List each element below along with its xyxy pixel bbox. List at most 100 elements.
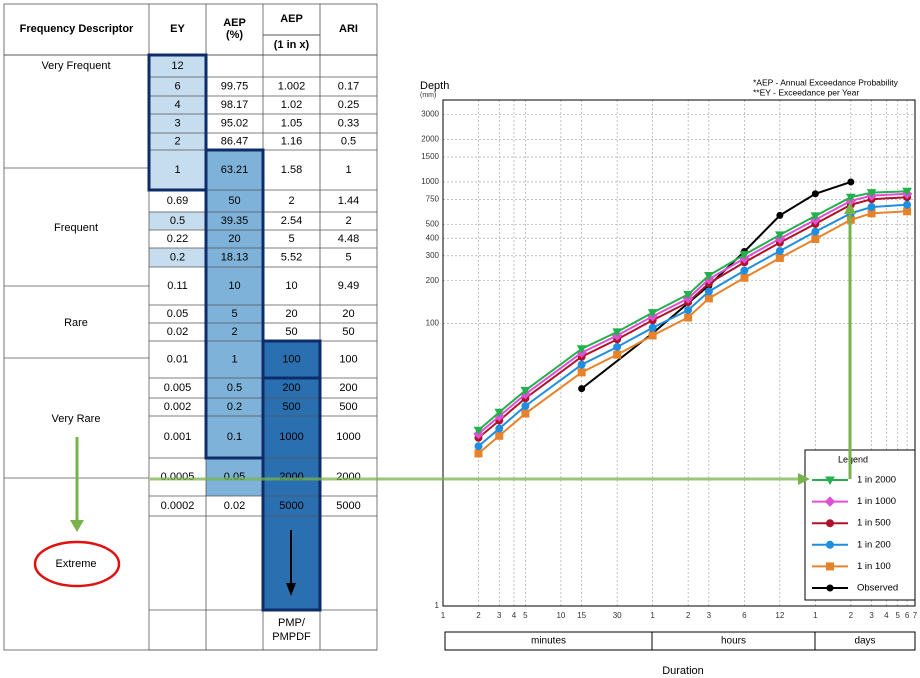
table-cell: 0.002 <box>164 401 192 413</box>
legend-title: Legend <box>838 454 868 464</box>
x-tick-label: 30 <box>613 611 622 620</box>
y-axis-unit: (mm) <box>420 92 436 99</box>
marker <box>578 385 586 393</box>
x-tick-label: 6 <box>905 611 910 620</box>
arrow-head <box>70 520 84 532</box>
arrow-head <box>798 473 810 485</box>
table-cell: 2 <box>288 195 294 207</box>
y-tick-label: 1000 <box>421 177 439 186</box>
x-tick-label: 4 <box>512 611 517 620</box>
series-line <box>477 210 908 455</box>
header-cell: ARI <box>339 23 358 35</box>
table-cell: 4.48 <box>338 233 359 245</box>
table-cell: 1 <box>345 164 351 176</box>
table-cell: 0.01 <box>167 353 188 365</box>
x-axis-label: Duration <box>662 665 704 677</box>
table-cell: 4 <box>174 99 180 111</box>
duration-group: days <box>854 636 875 647</box>
y-tick-label: 750 <box>426 195 440 204</box>
annotations <box>33 202 856 588</box>
header-cell: AEP <box>280 13 303 25</box>
header-cell: (1 in x) <box>274 39 310 51</box>
table-cell: 50 <box>228 195 240 207</box>
highlight-outline <box>204 148 265 460</box>
marker <box>648 331 657 340</box>
legend-label: 1 in 100 <box>857 561 891 572</box>
table-cell: 86.47 <box>221 135 249 147</box>
table-cell: 0.005 <box>164 382 192 394</box>
table-cell: 5 <box>231 308 237 320</box>
legend-label: 1 in 2000 <box>857 475 896 486</box>
table-cell: 2000 <box>336 471 360 483</box>
table-cell: 0.0005 <box>161 471 195 483</box>
table-cell: 5 <box>288 233 294 245</box>
frequency-descriptor: Rare <box>64 317 88 329</box>
series-line <box>477 190 908 432</box>
table-cell: 100 <box>282 353 300 365</box>
table-cell: 0.1 <box>227 431 242 443</box>
marker <box>613 342 622 351</box>
table-cell: 1.05 <box>281 117 302 129</box>
x-tick-label: 10 <box>556 611 565 620</box>
legend-marker <box>825 476 835 486</box>
x-tick-label: 2 <box>476 611 481 620</box>
marker <box>775 246 784 255</box>
x-tick-label: 5 <box>523 611 528 620</box>
table-cell: 1.58 <box>281 164 302 176</box>
table-cell: 2 <box>345 215 351 227</box>
table-cell: 100 <box>339 353 357 365</box>
note: *AEP - Annual Exceedance Probability <box>753 77 899 87</box>
table-cell: PMPDF <box>272 631 311 643</box>
table-cell: 0.001 <box>164 431 192 443</box>
table-cell: 200 <box>282 382 300 394</box>
y-tick-label: 200 <box>426 276 440 285</box>
table-cell: 200 <box>339 382 357 394</box>
table-cell: 1 <box>231 353 237 365</box>
table-cell: 500 <box>282 401 300 413</box>
y-tick-label: 3000 <box>421 110 439 119</box>
marker <box>903 200 912 209</box>
frequency-descriptor: Extreme <box>56 558 97 570</box>
y-tick-label: 300 <box>426 251 440 260</box>
frequency-descriptor: Very Frequent <box>41 60 110 72</box>
table-cell: 5.52 <box>281 251 302 263</box>
table-cell: 63.21 <box>221 164 249 176</box>
table-cell: 0.33 <box>338 117 359 129</box>
marker <box>810 212 821 221</box>
marker <box>704 271 714 281</box>
table-cell: 6 <box>174 80 180 92</box>
legend-marker <box>826 562 834 571</box>
marker <box>845 193 856 203</box>
series-line <box>477 192 908 435</box>
table-cell: 50 <box>285 326 297 338</box>
series-line <box>477 196 908 439</box>
x-tick-label: 3 <box>497 611 502 620</box>
table-cell: 2000 <box>279 471 303 483</box>
marker <box>521 401 530 410</box>
marker <box>775 231 785 240</box>
table-cell: 20 <box>342 308 354 320</box>
legend-marker <box>826 540 834 549</box>
table-cell: 1 <box>174 164 180 176</box>
table-cell: 0.5 <box>170 215 185 227</box>
legend-marker <box>826 584 834 592</box>
marker <box>811 190 819 198</box>
table-cell: 1.16 <box>281 135 302 147</box>
y-tick-label: 400 <box>426 233 440 242</box>
marker <box>776 211 784 219</box>
marker <box>811 227 820 236</box>
table-cell: 20 <box>285 308 297 320</box>
header-cell: EY <box>170 23 185 35</box>
legend-label: 1 in 500 <box>857 518 891 529</box>
marker <box>474 449 483 458</box>
marker <box>684 313 693 322</box>
y-tick-label: 1500 <box>421 152 439 161</box>
table-cell: 10 <box>228 280 240 292</box>
marker <box>613 350 622 359</box>
table-cell: 0.02 <box>224 500 245 512</box>
table-cell: 0.2 <box>227 401 242 413</box>
table-cell: 0.11 <box>167 280 188 292</box>
table-cell: 0.5 <box>341 135 356 147</box>
plot-frame <box>442 99 916 607</box>
